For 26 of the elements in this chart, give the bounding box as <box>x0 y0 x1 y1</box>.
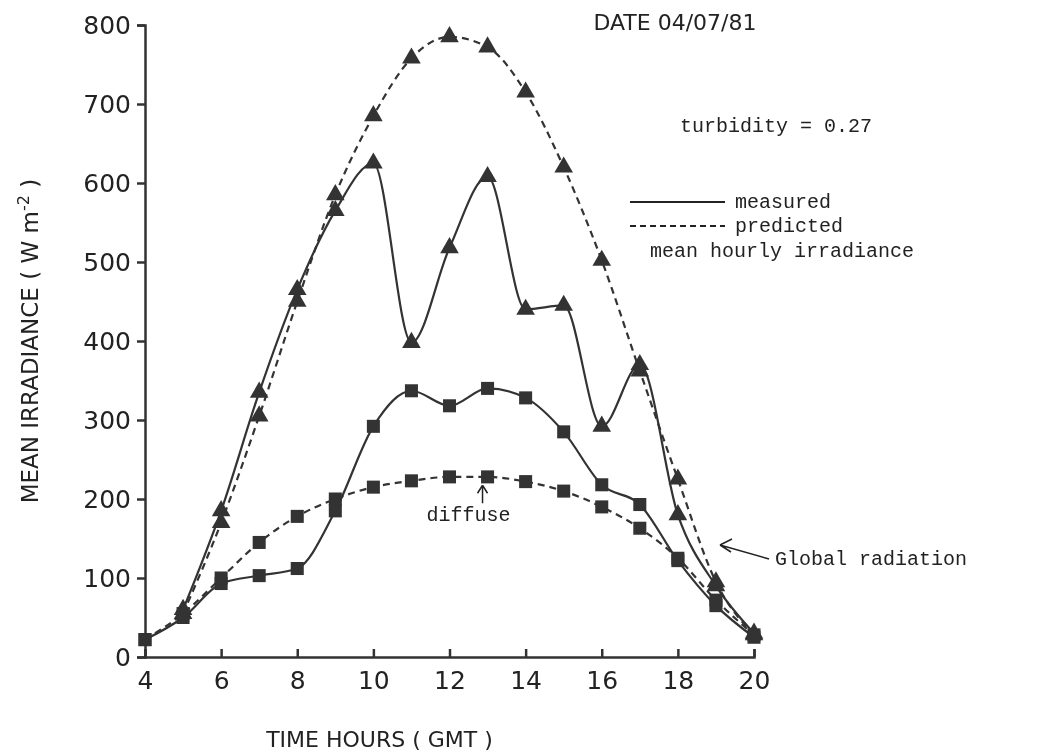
x-tick-label: 16 <box>586 665 619 695</box>
annotation: predicted <box>735 215 844 238</box>
x-tick-label: 12 <box>434 665 466 695</box>
annotation: measured <box>735 191 832 214</box>
y-tick-label: 0 <box>115 642 131 672</box>
y-tick-label: 700 <box>83 89 131 119</box>
x-tick-label: 14 <box>510 665 543 695</box>
x-tick-label: 8 <box>289 665 306 695</box>
y-tick-label: 100 <box>83 563 131 593</box>
x-tick-label: 6 <box>213 665 230 695</box>
y-tick-label: 600 <box>83 168 131 198</box>
x-tick-label: 4 <box>137 665 154 695</box>
annotation: diffuse <box>426 504 511 528</box>
y-tick-label: 300 <box>83 405 131 435</box>
x-tick-label: 20 <box>738 665 771 695</box>
y-tick-label: 500 <box>83 247 131 277</box>
text: Global radiation <box>775 548 968 571</box>
annotation: turbidity = 0.27 <box>680 115 873 138</box>
annotation: mean hourly irradiance <box>650 240 915 263</box>
chart-title: DATE 04/07/81 <box>593 10 757 35</box>
x-tick-label: 10 <box>357 665 390 695</box>
y-tick-label: 200 <box>83 484 131 514</box>
y-tick-label: 800 <box>83 10 131 40</box>
y-tick-label: 400 <box>83 326 131 356</box>
x-tick-label: 18 <box>662 665 695 695</box>
x-axis-title: TIME HOURS ( GMT ) <box>265 727 493 752</box>
